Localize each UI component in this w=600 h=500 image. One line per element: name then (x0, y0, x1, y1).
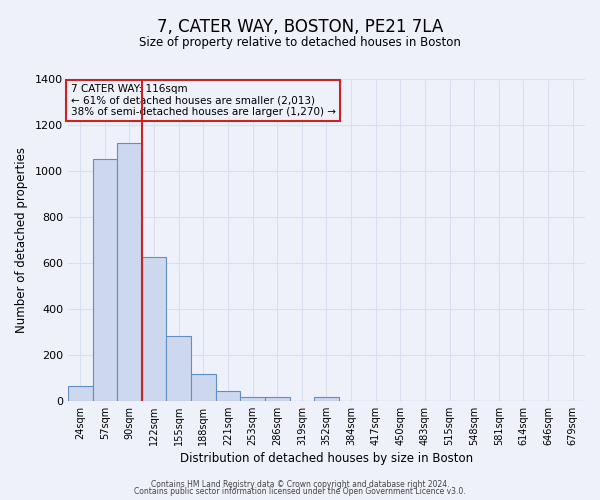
Bar (117, 144, 142, 401)
Text: Size of property relative to detached houses in Boston: Size of property relative to detached ho… (139, 36, 461, 49)
Bar (314, 396, 339, 401)
Bar (142, 257, 166, 401)
X-axis label: Distribution of detached houses by size in Boston: Distribution of detached houses by size … (180, 452, 473, 465)
Bar (166, 336, 191, 401)
Bar (215, 391, 240, 401)
Bar (265, 396, 290, 401)
Bar (68, 386, 92, 401)
Bar (92, 160, 117, 401)
Text: Contains public sector information licensed under the Open Government Licence v3: Contains public sector information licen… (134, 488, 466, 496)
Text: 7, CATER WAY, BOSTON, PE21 7LA: 7, CATER WAY, BOSTON, PE21 7LA (157, 18, 443, 36)
Bar (191, 374, 215, 401)
Y-axis label: Number of detached properties: Number of detached properties (15, 147, 28, 333)
Text: Contains HM Land Registry data © Crown copyright and database right 2024.: Contains HM Land Registry data © Crown c… (151, 480, 449, 489)
Text: 7 CATER WAY: 116sqm
← 61% of detached houses are smaller (2,013)
38% of semi-det: 7 CATER WAY: 116sqm ← 61% of detached ho… (71, 84, 335, 117)
Bar (240, 396, 265, 401)
